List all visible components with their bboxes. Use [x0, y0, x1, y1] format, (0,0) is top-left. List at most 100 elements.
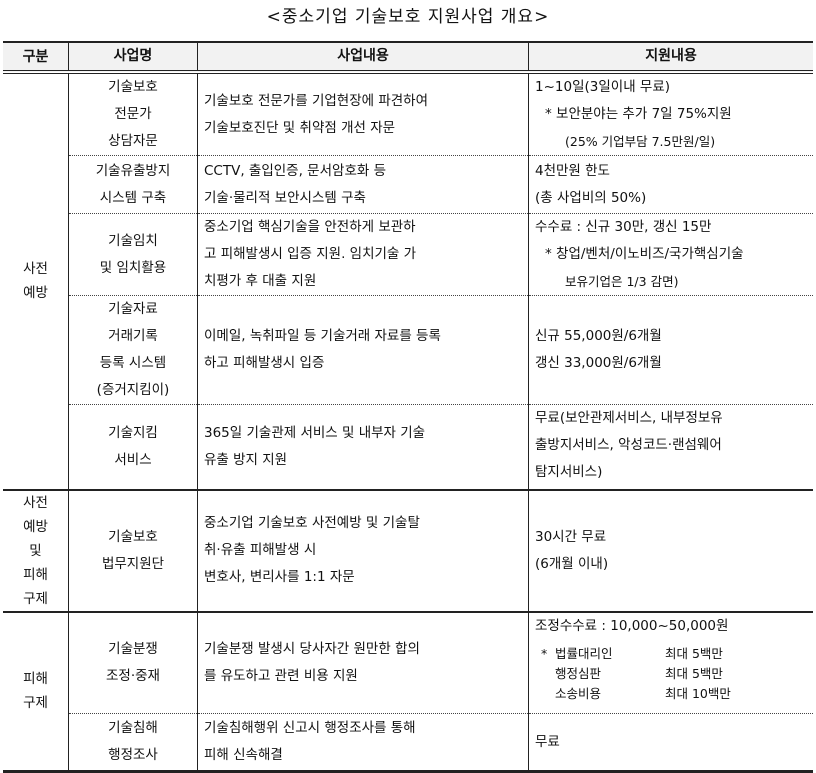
program-content-line: 치평가 후 대출 지원	[204, 273, 317, 289]
support-content: 신규 55,000원/6개월 갱신 33,000원/6개월	[528, 295, 813, 405]
program-content-line: 기술분쟁 발생시 당사자간 원만한 합의	[204, 640, 420, 657]
support-content-line: 탐지서비스)	[535, 464, 603, 480]
program-name-line: 법무지원단	[101, 555, 165, 572]
program-content-line: 변호사, 변리사를 1:1 자문	[204, 569, 355, 585]
program-content-line: 기술·물리적 보안시스템 구축	[204, 189, 366, 206]
program-content-line: 유출 방지 지원	[204, 451, 288, 468]
category-cell: 피해 구제	[3, 611, 69, 773]
header-program-content: 사업내용	[197, 41, 529, 74]
program-content-line: 기술보호진단 및 취약점 개선 자문	[204, 119, 396, 136]
support-content-line: 수수료 : 신규 30만, 갱신 15만	[535, 219, 712, 235]
support-content-line: (총 사업비의 50%)	[535, 189, 647, 206]
program-name-line: 행정조사	[108, 747, 158, 763]
fee-list: * 법률대리인 최대 5백만 행정심판 최대 5백만 소송비용 최대 10백만	[535, 644, 807, 704]
support-programs-table: 구분 사업명 사업내용 지원내용 사전 예방 기술보호 전문가 상담자문 기술보호 전문…	[3, 41, 813, 773]
category-cell: 사전 예방	[3, 72, 69, 491]
program-content-line: 취·유출 피해발생 시	[204, 542, 317, 558]
fee-mark: *	[541, 645, 548, 661]
program-content-line: 피해 신속해결	[204, 747, 283, 763]
fee-value: 최대 5백만	[665, 645, 723, 661]
support-content-line: * 보안분야는 추가 7일 75%지원	[545, 106, 732, 122]
support-content-line: 갱신 33,000원/6개월	[535, 355, 662, 371]
table-row: 사전 예방 및 피해 구제 기술보호 법무지원단 중소기업 기술보호 사전예방 및 기…	[3, 489, 813, 613]
program-name-line: 시스템 구축	[99, 189, 167, 206]
support-content-line: 조정수수료 : 10,000~50,000원	[535, 617, 729, 634]
program-content: 365일 기술관제 서비스 및 내부자 기술 유출 방지 지원	[197, 404, 529, 491]
table-row: 피해 구제 기술분쟁 조정·중재 기술분쟁 발생시 당사자간 원만한 합의 를 유도하고…	[3, 611, 813, 773]
program-content-line: 기술보호 전문가를 기업현장에 파견하여	[204, 92, 429, 109]
support-content: 무료	[528, 713, 813, 773]
program-name-line: 기술분쟁	[108, 640, 158, 657]
program-name-line: 기술자료	[108, 301, 158, 317]
support-content-line: 보유기업은 1/3 감면)	[565, 274, 679, 289]
program-name-line: 기술보호	[108, 79, 158, 95]
header-row: 구분 사업명 사업내용 지원내용	[3, 41, 813, 74]
program-content-line: 고 피해발생시 입증 지원. 임치기술 가	[204, 246, 417, 262]
program-content-line: CCTV, 출입인증, 문서암호화 등	[204, 162, 386, 179]
support-content: 30시간 무료 (6개월 이내)	[528, 489, 813, 613]
program-name-line: 기술보호	[108, 528, 158, 545]
fee-value: 최대 10백만	[665, 685, 731, 701]
fee-value: 최대 5백만	[665, 665, 723, 681]
fee-mark	[535, 664, 555, 684]
table-row: 기술임치 및 임치활용 중소기업 핵심기술을 안전하게 보관하 고 피해발생시 입증 …	[3, 213, 813, 296]
fee-label: 법률대리인	[555, 645, 613, 661]
support-content-line: 출방지서비스, 악성코드·랜섬웨어	[535, 437, 722, 453]
support-content: 조정수수료 : 10,000~50,000원 * 법률대리인 최대 5백만 행정심판 최대…	[528, 611, 813, 714]
header-category: 구분	[3, 41, 69, 74]
support-content: 1~10일(3일이내 무료) * 보안분야는 추가 7일 75%지원 (25% 기업…	[528, 72, 813, 156]
program-name: 기술침해 행정조사	[68, 713, 198, 773]
fee-label: 소송비용	[555, 685, 602, 701]
program-content-line: 하고 피해발생시 입증	[204, 355, 325, 371]
support-content-line: (25% 기업부담 7.5만원/일)	[565, 134, 716, 149]
program-content-line: 중소기업 핵심기술을 안전하게 보관하	[204, 219, 416, 235]
program-content-line: 중소기업 기술보호 사전예방 및 기술탈	[204, 515, 420, 531]
program-name: 기술임치 및 임치활용	[68, 213, 198, 296]
program-name-line: 기술유출방지	[95, 162, 171, 179]
program-name-line: 전문가	[114, 106, 152, 122]
program-name-line: (증거지킴이)	[96, 382, 170, 398]
program-name-line: 서비스	[114, 451, 152, 468]
support-content-line: 무료	[535, 733, 560, 750]
support-content-line: 무료(보안관제서비스, 내부정보유	[535, 410, 723, 426]
support-content: 4천만원 한도 (총 사업비의 50%)	[528, 155, 813, 214]
table-row: 기술유출방지 시스템 구축 CCTV, 출입인증, 문서암호화 등 기술·물리적 보안…	[3, 155, 813, 214]
support-content-line: 4천만원 한도	[535, 162, 610, 179]
fee-label: 행정심판	[555, 665, 602, 681]
header-support-content: 지원내용	[528, 41, 813, 74]
fee-mark	[535, 684, 555, 704]
category-cell: 사전 예방 및 피해 구제	[3, 489, 69, 613]
program-content-line: 기술침해행위 신고시 행정조사를 통해	[204, 720, 416, 736]
program-name-line: 상담자문	[108, 133, 158, 149]
program-name-line: 기술지킴	[108, 424, 158, 441]
table-row: 기술지킴 서비스 365일 기술관제 서비스 및 내부자 기술 유출 방지 지원 무료(…	[3, 404, 813, 491]
support-content-line: 30시간 무료	[535, 528, 607, 545]
program-content-line: 를 유도하고 관련 비용 지원	[204, 667, 358, 684]
program-name-line: 조정·중재	[106, 667, 160, 684]
support-content-line: (6개월 이내)	[535, 555, 609, 572]
program-name-line: 기술임치	[108, 232, 158, 249]
program-name-line: 거래기록	[108, 328, 158, 344]
document-title: <중소기업 기술보호 지원사업 개요>	[266, 7, 550, 27]
header-program-name: 사업명	[68, 41, 198, 74]
table-row: 기술침해 행정조사 기술침해행위 신고시 행정조사를 통해 피해 신속해결 무료	[3, 713, 813, 773]
program-content-line: 이메일, 녹취파일 등 기술거래 자료를 등록	[204, 328, 441, 344]
program-name-line: 등록 시스템	[99, 355, 167, 371]
support-content-line: * 창업/벤처/이노비즈/국가핵심기술	[545, 246, 744, 262]
table-row: 사전 예방 기술보호 전문가 상담자문 기술보호 전문가를 기업현장에 파견하여 기술보호…	[3, 72, 813, 491]
